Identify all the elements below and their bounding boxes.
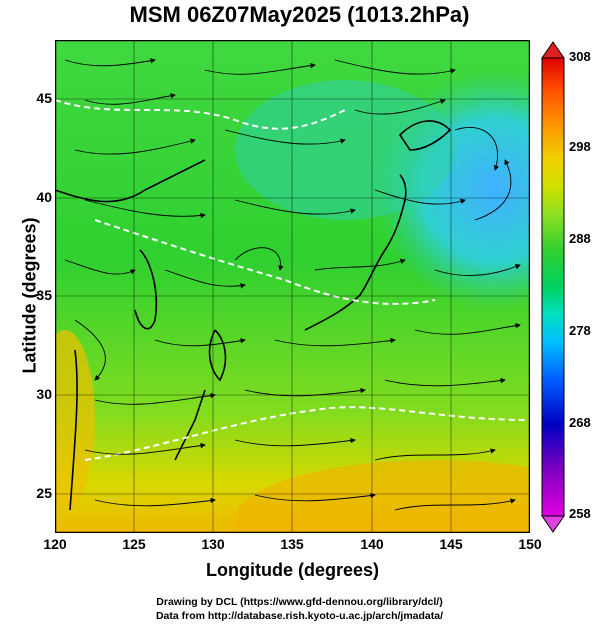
y-tick-label: 25 (36, 485, 52, 501)
map-frame (55, 40, 530, 533)
colorbar-bottom-arrow (541, 515, 565, 533)
x-tick-label: 125 (122, 536, 146, 552)
isotherm-north (55, 99, 346, 130)
colorbar-tick-label: 258 (569, 506, 591, 521)
x-tick-label: 120 (43, 536, 67, 552)
wind-streamlines (64, 58, 521, 511)
colorbar-top-arrow (541, 41, 565, 59)
colorbar-tick-label: 288 (569, 231, 591, 246)
streamline (274, 337, 396, 347)
y-tick-label: 45 (36, 90, 52, 106)
x-tick-label: 145 (439, 536, 463, 552)
y-tick-label: 30 (36, 386, 52, 402)
streamline (74, 138, 196, 155)
streamline (234, 247, 284, 271)
coastline-kyushu (208, 329, 227, 382)
streamline (84, 442, 206, 455)
streamline (454, 126, 499, 171)
credit-line-drawing: Drawing by DCL (https://www.gfd-dennou.o… (156, 596, 443, 608)
isotherm-south (84, 406, 530, 461)
streamline (224, 129, 346, 145)
streamline (394, 498, 516, 511)
y-tick-label: 40 (36, 189, 52, 205)
streamline (254, 492, 376, 502)
streamline (314, 258, 406, 271)
colorbar-tick-label: 268 (569, 415, 591, 430)
streamline (94, 392, 216, 405)
coastline-japan-hokkaido (398, 120, 452, 151)
x-tick-label: 140 (360, 536, 384, 552)
coastline-korea (134, 249, 158, 330)
x-tick-label: 130 (201, 536, 225, 552)
colorbar-tick-label: 278 (569, 323, 591, 338)
streamline (64, 58, 156, 67)
streamline (354, 98, 446, 115)
streamline (154, 338, 246, 347)
streamline (384, 377, 506, 387)
streamline (244, 387, 366, 397)
x-tick-label: 150 (518, 536, 542, 552)
colorbar-gradient (541, 57, 565, 517)
x-axis-label: Longitude (degrees) (205, 560, 379, 580)
streamline (374, 189, 466, 205)
isotherm-contours (55, 99, 530, 461)
streamline (474, 159, 512, 221)
streamline (84, 93, 176, 105)
warm-south-region (235, 460, 530, 533)
map-title: MSM 06Z07May2025 (1013.2hPa) (129, 2, 470, 27)
colorbar-tick-label: 308 (569, 49, 591, 64)
isotherm-central (94, 219, 436, 305)
y-tick-label: 35 (36, 287, 52, 303)
streamline (74, 319, 106, 381)
streamline (204, 62, 316, 75)
lat-lon-grid (55, 40, 530, 533)
streamline (64, 259, 136, 275)
coastline-ryukyu (174, 389, 206, 461)
cool-sea-region (235, 80, 455, 220)
streamline (374, 448, 496, 461)
x-tick-label: 135 (280, 536, 304, 552)
colorbar-tick-label: 298 (569, 139, 591, 154)
temperature-streamline-map (55, 40, 530, 533)
credit-line-data: Data from http://database.rish.kyoto-u.a… (155, 610, 444, 622)
streamline (164, 269, 246, 289)
colorbar (541, 41, 565, 533)
streamline (234, 199, 356, 215)
streamline (334, 59, 456, 75)
coastline-japan-honshu (304, 174, 407, 331)
streamline (234, 437, 356, 447)
streamline (434, 264, 521, 276)
streamline (414, 322, 521, 335)
streamline (94, 497, 216, 507)
warm-southwest-region (55, 330, 95, 510)
streamline (84, 199, 206, 219)
